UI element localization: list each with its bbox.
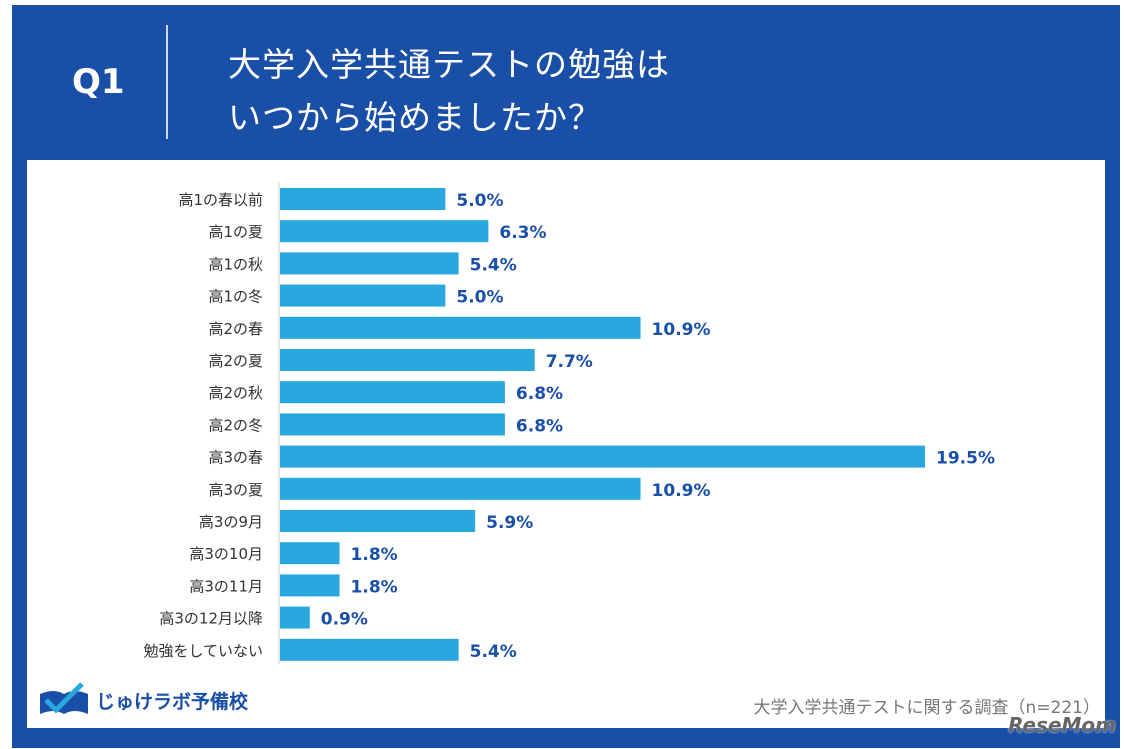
bar xyxy=(280,477,641,500)
bar xyxy=(280,284,446,307)
bar xyxy=(280,413,505,436)
bar xyxy=(280,220,489,243)
title-line-2: いつから始めましたか？ xyxy=(228,98,602,137)
value-label: 5.0% xyxy=(456,191,503,211)
value-label: 6.8% xyxy=(516,384,563,404)
bar xyxy=(280,381,505,404)
source-note: 大学入学共通テストに関する調査（n=221） xyxy=(753,698,1100,718)
category-label: 高1の秋 xyxy=(208,255,263,273)
watermark: ReseMom xyxy=(1008,713,1116,737)
value-label: 6.3% xyxy=(499,223,546,243)
bar xyxy=(280,510,476,532)
category-label: 高3の春 xyxy=(208,449,263,467)
title-line-1: 大学入学共通テストの勉強は xyxy=(228,45,670,84)
bar xyxy=(280,574,340,597)
bar xyxy=(280,188,446,210)
header-divider xyxy=(166,25,168,139)
category-label: 高2の秋 xyxy=(208,384,263,402)
bar xyxy=(280,445,925,468)
value-label: 1.8% xyxy=(351,577,398,597)
logo: じゅけラボ予備校 xyxy=(36,680,248,720)
bar xyxy=(280,542,340,565)
category-label: 高2の冬 xyxy=(208,416,263,434)
bar xyxy=(280,606,310,629)
value-label: 10.9% xyxy=(652,320,711,340)
value-label: 7.7% xyxy=(546,352,593,372)
chart-panel xyxy=(27,160,1105,728)
page-title: 大学入学共通テストの勉強は いつから始めましたか？ xyxy=(228,38,670,144)
bar xyxy=(280,316,641,339)
value-label: 5.4% xyxy=(470,642,517,662)
category-label: 高1の冬 xyxy=(208,288,263,306)
bar xyxy=(280,349,535,371)
value-label: 5.0% xyxy=(456,288,503,308)
category-label: 高2の春 xyxy=(208,320,263,338)
category-label: 高3の夏 xyxy=(208,481,263,499)
category-label: 高3の11月 xyxy=(189,577,263,595)
category-label: 高3の9月 xyxy=(199,513,263,531)
category-label: 高3の12月以降 xyxy=(159,610,263,628)
logo-text: じゅけラボ予備校 xyxy=(96,690,249,713)
value-label: 6.8% xyxy=(516,416,563,436)
bar xyxy=(280,638,459,661)
bar xyxy=(280,252,459,275)
category-label: 高2の夏 xyxy=(208,352,263,370)
book-logo-icon xyxy=(40,682,88,714)
category-label: 高1の春以前 xyxy=(178,191,263,209)
category-label: 高3の10月 xyxy=(189,545,263,563)
category-label: 勉強をしていない xyxy=(143,642,263,660)
value-label: 10.9% xyxy=(652,481,711,501)
value-label: 5.4% xyxy=(470,255,517,275)
question-number: Q1 xyxy=(72,62,125,102)
value-label: 0.9% xyxy=(321,610,368,630)
value-label: 1.8% xyxy=(351,545,398,565)
value-label: 5.9% xyxy=(486,513,533,533)
value-label: 19.5% xyxy=(936,449,995,469)
category-label: 高1の夏 xyxy=(208,223,263,241)
